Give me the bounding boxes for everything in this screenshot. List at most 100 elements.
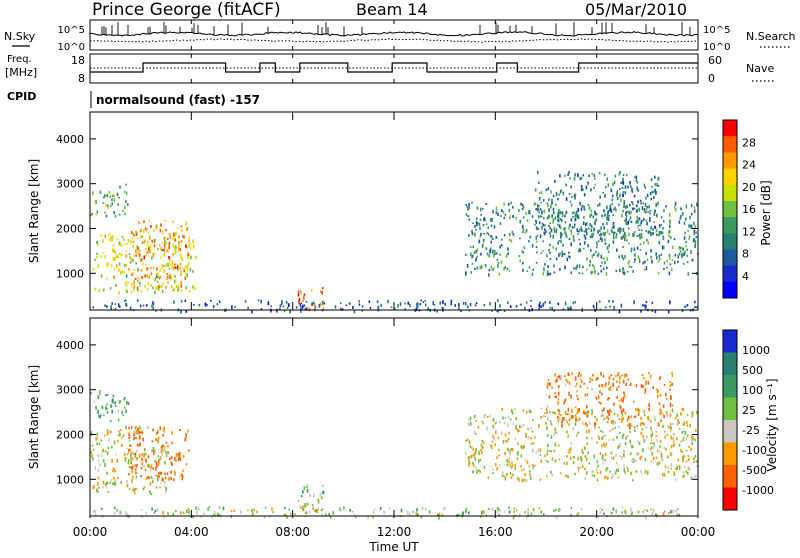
scatter-cell: [118, 268, 120, 272]
scatter-cell: [290, 513, 292, 515]
scatter-cell: [684, 431, 687, 435]
scatter-cell: [116, 459, 118, 463]
scatter-cell: [302, 299, 304, 302]
scatter-cell: [465, 452, 467, 456]
scatter-cell: [466, 264, 469, 268]
scatter-cell: [572, 234, 575, 238]
scatter-cell: [99, 416, 101, 419]
scatter-cell: [508, 457, 510, 461]
scatter-cell: [499, 245, 501, 249]
scatter-cell: [522, 251, 524, 254]
scatter-cell: [521, 231, 524, 234]
scatter-cell: [608, 214, 610, 217]
scatter-cell: [651, 309, 654, 312]
scatter-cell: [642, 511, 644, 513]
scatter-cell: [269, 516, 271, 518]
scatter-cell: [231, 305, 233, 310]
scatter-cell: [535, 246, 538, 248]
scatter-cell: [651, 191, 653, 194]
scatter-cell: [684, 231, 686, 235]
scatter-cell: [173, 471, 176, 474]
scatter-cell: [133, 283, 135, 286]
scatter-cell: [626, 435, 629, 437]
scatter-cell: [512, 516, 515, 520]
scatter-cell: [127, 281, 129, 284]
scatter-cell: [591, 233, 593, 235]
scatter-cell: [591, 226, 593, 229]
scatter-cell: [570, 231, 573, 235]
scatter-cell: [112, 394, 115, 398]
scatter-cell: [141, 241, 144, 244]
scatter-cell: [653, 212, 656, 216]
scatter-cell: [165, 263, 167, 267]
scatter-cell: [157, 272, 159, 276]
scatter-cell: [489, 302, 491, 306]
scatter-cell: [174, 248, 177, 252]
scatter-cell: [594, 422, 596, 426]
scatter-cell: [475, 229, 477, 231]
scatter-cell: [183, 267, 185, 270]
scatter-cell: [144, 457, 147, 460]
scatter-cell: [668, 426, 671, 429]
scatter-cell: [149, 249, 151, 253]
scatter-cell: [503, 475, 505, 478]
scatter-cell: [593, 174, 596, 178]
scatter-cell: [538, 211, 540, 214]
scatter-cell: [651, 261, 653, 264]
scatter-cell: [502, 416, 504, 420]
scatter-cell: [552, 207, 555, 212]
scatter-cell: [96, 243, 99, 246]
scatter-cell: [497, 212, 499, 216]
scatter-cell: [511, 448, 514, 452]
scatter-cell: [659, 393, 662, 397]
scatter-cell: [644, 304, 646, 308]
scatter-cell: [213, 510, 216, 514]
scatter-cell: [647, 447, 650, 449]
scatter-cell: [550, 205, 552, 209]
scatter-cell: [657, 271, 660, 275]
scatter-cell: [615, 208, 617, 212]
scatter-cell: [129, 453, 132, 458]
scatter-cell: [670, 445, 673, 448]
scatter-cell: [185, 435, 187, 440]
scatter-cell: [583, 230, 586, 233]
scatter-cell: [126, 484, 129, 488]
scatter-cell: [610, 420, 613, 425]
scatter-cell: [473, 430, 476, 434]
scatter-cell: [169, 259, 171, 262]
scatter-cell: [131, 283, 133, 285]
scatter-cell: [145, 453, 147, 456]
scatter-cell: [549, 222, 552, 225]
scatter-cell: [631, 511, 633, 515]
scatter-cell: [641, 428, 644, 431]
scatter-cell: [682, 459, 684, 463]
scatter-cell: [576, 417, 578, 421]
scatter-cell: [321, 508, 324, 510]
scatter-cell: [525, 228, 528, 233]
scatter-cell: [155, 438, 157, 441]
scatter-cell: [536, 228, 538, 231]
scatter-cell: [634, 176, 636, 179]
scatter-cell: [150, 468, 152, 472]
scatter-cell: [589, 214, 591, 218]
scatter-cell: [604, 242, 607, 246]
scatter-cell: [539, 478, 542, 481]
scatter-cell: [123, 263, 126, 268]
scatter-cell: [148, 276, 150, 279]
scatter-cell: [672, 509, 674, 514]
scatter-cell: [143, 452, 146, 456]
scatter-cell: [625, 174, 628, 177]
scatter-cell: [622, 272, 625, 275]
scatter-cell: [570, 203, 573, 207]
scatter-cell: [563, 227, 565, 231]
scatter-cell: [322, 287, 324, 289]
scatter-cell: [540, 407, 543, 410]
scatter-cell: [577, 466, 580, 471]
scatter-cell: [547, 382, 549, 386]
scatter-cell: [555, 431, 557, 434]
scatter-cell: [96, 210, 99, 214]
scatter-cell: [622, 408, 625, 412]
scatter-cell: [527, 211, 530, 215]
scatter-cell: [462, 301, 465, 305]
scatter-cell: [173, 267, 175, 271]
